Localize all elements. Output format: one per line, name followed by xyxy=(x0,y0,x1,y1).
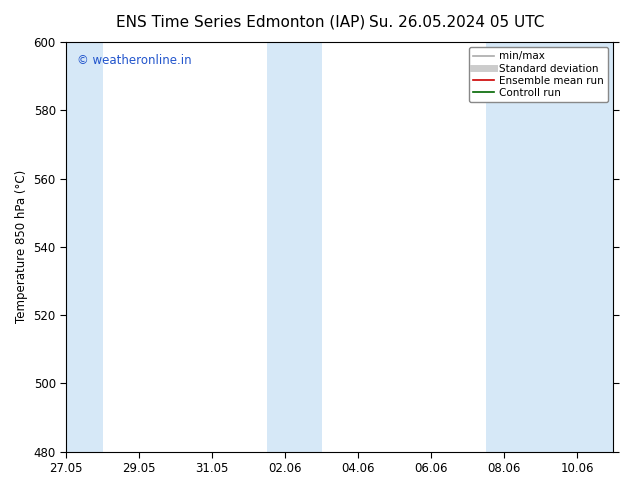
Y-axis label: Temperature 850 hPa (°C): Temperature 850 hPa (°C) xyxy=(15,170,28,323)
Text: ENS Time Series Edmonton (IAP): ENS Time Series Edmonton (IAP) xyxy=(116,15,366,30)
Text: Su. 26.05.2024 05 UTC: Su. 26.05.2024 05 UTC xyxy=(369,15,544,30)
Text: © weatheronline.in: © weatheronline.in xyxy=(77,54,192,67)
Legend: min/max, Standard deviation, Ensemble mean run, Controll run: min/max, Standard deviation, Ensemble me… xyxy=(469,47,608,102)
Bar xyxy=(267,42,321,452)
Bar xyxy=(48,42,103,452)
Bar xyxy=(486,42,631,452)
